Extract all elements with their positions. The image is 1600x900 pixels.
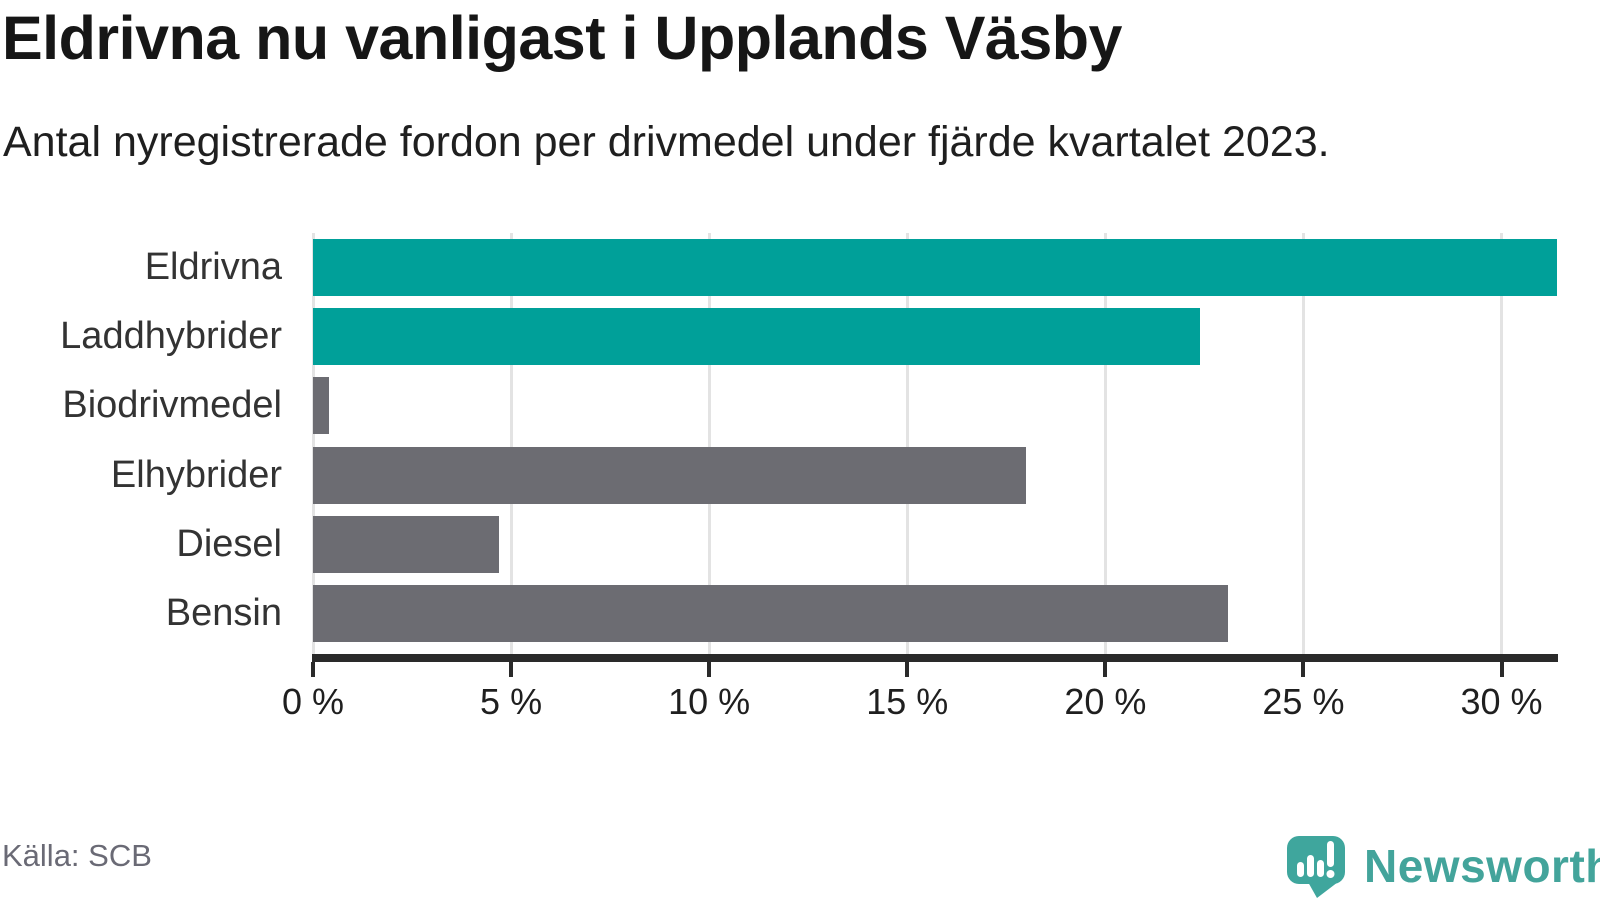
source-note: Källa: SCB [2,838,152,873]
x-axis-tick-10 [707,662,712,677]
chart-title: Eldrivna nu vanligast i Upplands Väsby [2,4,1122,72]
bar-biodrivmedel [313,377,329,435]
category-label-biodrivmedel: Biodrivmedel [62,384,282,427]
newsworthy-logo-icon [1287,836,1345,898]
gridline-25pct [1301,233,1305,654]
x-axis-tick-20 [1103,662,1108,677]
x-axis-tick-5 [509,662,514,677]
bar-laddhybrider [313,308,1201,366]
bar-elhybrider [313,446,1027,504]
x-tick-label-0: 0 % [281,681,345,722]
x-tick-label-10: 10 % [668,681,751,722]
x-tick-label-5: 5 % [480,681,543,722]
bar-eldrivna [313,239,1557,297]
x-tick-label-20: 20 % [1064,681,1147,722]
category-label-bensin: Bensin [165,591,282,634]
bar-bensin [313,584,1229,642]
category-label-laddhybrider: Laddhybrider [60,315,282,358]
gridline-10pct [707,233,711,654]
x-tick-label-30: 30 % [1460,681,1543,722]
gridline-0pct [311,233,315,654]
gridline-30pct [1500,233,1504,654]
x-tick-label-15: 15 % [866,681,949,722]
gridline-20pct [1103,233,1107,654]
x-tick-label-25: 25 % [1262,681,1345,722]
newsworthy-logo: Newsworthy [1286,833,1600,899]
gridline-5pct [509,233,513,654]
x-axis-tick-30 [1499,662,1504,677]
bar-diesel [313,515,500,573]
category-label-diesel: Diesel [176,522,282,565]
category-label-eldrivna: Eldrivna [144,246,282,289]
chart-subtitle: Antal nyregistrerade fordon per drivmede… [3,118,1330,166]
x-axis-tick-0 [311,662,315,677]
newsworthy-logo-text: Newsworthy [1364,840,1600,892]
x-axis-line [312,654,1558,662]
gridline-15pct [905,233,909,654]
x-axis-tick-25 [1301,662,1306,677]
plot-area: 0 % 5 % 10 % 15 % 20 % 25 % 30 % Eldrivna Laddhy… [60,233,1558,722]
category-label-elhybrider: Elhybrider [110,453,282,496]
x-axis-tick-15 [905,662,910,677]
